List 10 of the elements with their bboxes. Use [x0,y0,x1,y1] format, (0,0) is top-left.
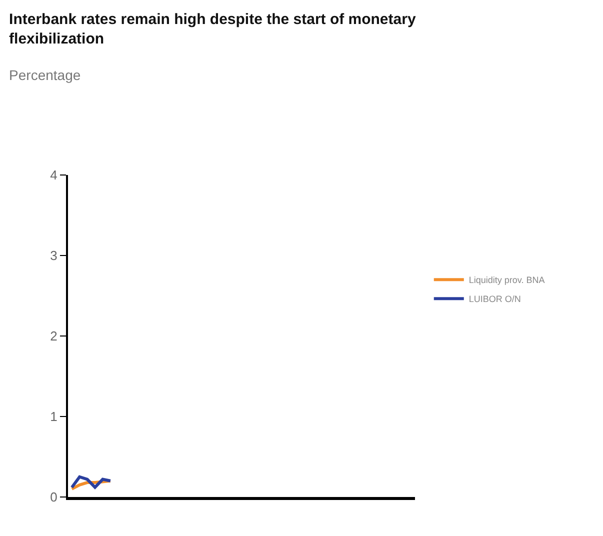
legend-label: LUIBOR O/N [468,294,521,304]
chart-title: Interbank rates remain high despite the start of monetary flexibilization [9,11,416,48]
line-series [70,475,112,489]
y-tick-label: 2 [50,328,58,344]
y-tick-label: 4 [50,168,58,183]
y-tick-label: 3 [50,248,58,264]
y-tick-label: 1 [50,409,58,424]
legend-label: Liquidity prov. BNA [468,275,545,286]
chart-subtitle: Percentage [9,66,81,83]
y-tick-label: 0 [50,490,58,505]
